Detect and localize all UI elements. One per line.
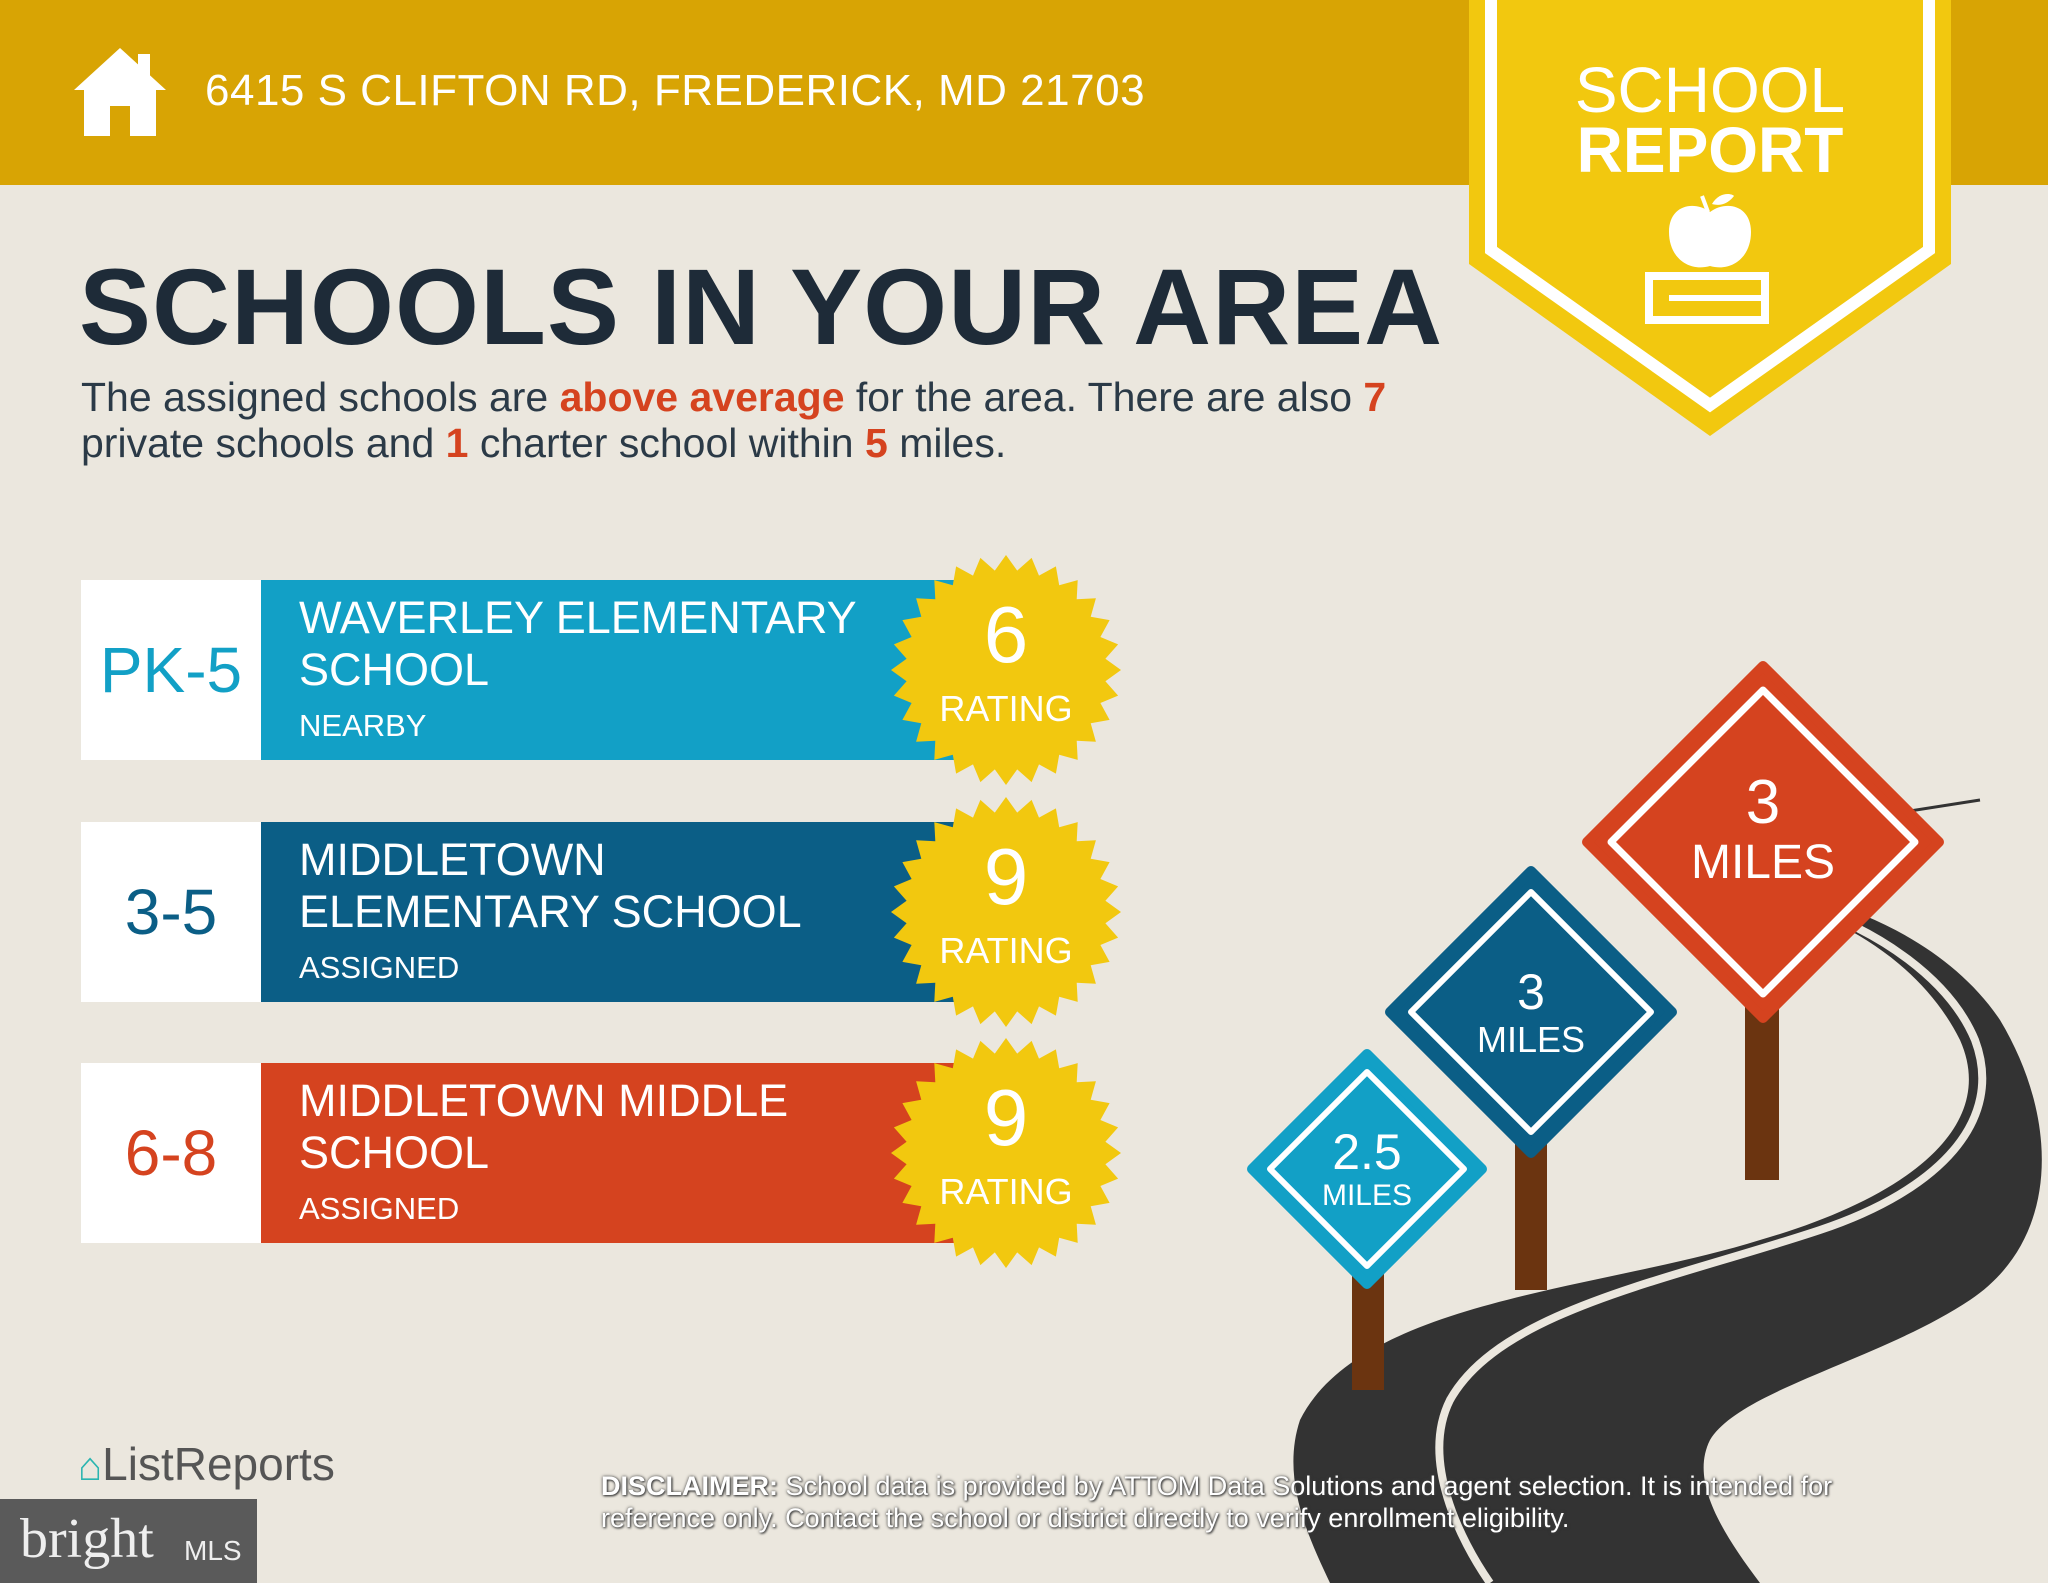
sign-value: 2.5 bbox=[1332, 1124, 1402, 1180]
summary-part: miles. bbox=[887, 420, 1007, 466]
school-row: PK-5 WAVERLEY ELEMENTARY SCHOOL NEARBY bbox=[81, 580, 961, 760]
school-name: MIDDLETOWN MIDDLE SCHOOL bbox=[299, 1075, 789, 1178]
summary-highlight: above average bbox=[559, 374, 845, 420]
school-row: 6-8 MIDDLETOWN MIDDLE SCHOOL ASSIGNED bbox=[81, 1063, 961, 1243]
school-status: ASSIGNED bbox=[299, 1191, 460, 1226]
school-bar: MIDDLETOWN ELEMENTARY SCHOOL ASSIGNED bbox=[261, 822, 961, 1002]
sign-label-red: 3 MILES bbox=[1663, 770, 1863, 890]
starburst-icon bbox=[891, 1038, 1121, 1268]
banner-line-1: SCHOOL bbox=[1574, 54, 1846, 126]
listreports-house-icon: ⌂ bbox=[78, 1445, 103, 1489]
mls-wordmark: MLS bbox=[184, 1535, 242, 1566]
listreports-wordmark: ListReports bbox=[102, 1438, 335, 1490]
road-surface bbox=[1293, 900, 2042, 1583]
listreports-logo: ⌂ListReports bbox=[78, 1438, 335, 1493]
disclaimer: DISCLAIMER: School data is provided by A… bbox=[601, 1470, 1941, 1534]
grade-range: PK-5 bbox=[81, 580, 261, 760]
rating-label: RATING bbox=[939, 1171, 1073, 1212]
bright-mls-logo: bright MLS bbox=[0, 1499, 257, 1583]
bright-wordmark: bright bbox=[20, 1508, 154, 1570]
sign-unit: MILES bbox=[1321, 1179, 1413, 1212]
school-bar: WAVERLEY ELEMENTARY SCHOOL NEARBY bbox=[261, 580, 961, 760]
rating-label: RATING bbox=[939, 688, 1073, 729]
sign-3-miles-red bbox=[1582, 661, 1944, 1180]
rating-value: 9 bbox=[983, 1073, 1029, 1162]
summary-text: The assigned schools are above average f… bbox=[81, 374, 1441, 466]
page-title: SCHOOLS IN YOUR AREA bbox=[79, 246, 1444, 367]
school-name: MIDDLETOWN ELEMENTARY SCHOOL bbox=[299, 834, 802, 937]
sign-value: 3 bbox=[1745, 768, 1781, 837]
summary-part: The assigned schools are bbox=[81, 374, 560, 420]
rating-label: RATING bbox=[939, 930, 1073, 971]
disclaimer-label: DISCLAIMER: bbox=[601, 1471, 778, 1501]
rating-value: 6 bbox=[983, 590, 1029, 679]
school-row: 3-5 MIDDLETOWN ELEMENTARY SCHOOL ASSIGNED bbox=[81, 822, 961, 1002]
summary-part: private schools and bbox=[81, 420, 446, 466]
school-status: ASSIGNED bbox=[299, 950, 460, 985]
school-name: WAVERLEY ELEMENTARY SCHOOL bbox=[299, 592, 856, 695]
house-icon bbox=[74, 48, 166, 136]
summary-part: charter school within bbox=[468, 420, 865, 466]
starburst-icon bbox=[891, 797, 1121, 1027]
sign-label-light-blue: 2.5 MILES bbox=[1267, 1125, 1467, 1213]
apple-on-book-icon bbox=[1645, 194, 1769, 324]
sign-2-5-miles-light-blue bbox=[1247, 1049, 1487, 1390]
rating-badge: 9 RATING bbox=[891, 797, 1121, 1027]
rating-badge: 6 RATING bbox=[891, 555, 1121, 785]
private-count: 7 bbox=[1363, 374, 1387, 420]
sign-label-blue: 3 MILES bbox=[1431, 965, 1631, 1061]
road-signs-illustration bbox=[1247, 661, 2042, 1583]
rating-badge: 9 RATING bbox=[891, 1038, 1121, 1268]
sign-value: 3 bbox=[1517, 964, 1545, 1020]
grade-range: 6-8 bbox=[81, 1063, 261, 1243]
charter-count: 1 bbox=[445, 420, 469, 466]
school-bar: MIDDLETOWN MIDDLE SCHOOL ASSIGNED bbox=[261, 1063, 961, 1243]
summary-part: for the area. There are also bbox=[844, 374, 1364, 420]
school-report-banner bbox=[1469, 0, 1951, 436]
disclaimer-text: School data is provided by ATTOM Data So… bbox=[601, 1471, 1833, 1533]
banner-title: SCHOOL REPORT bbox=[1469, 54, 1951, 186]
sign-unit: MILES bbox=[1476, 1019, 1586, 1060]
sign-3-miles-blue bbox=[1385, 866, 1677, 1290]
property-address: 6415 S CLIFTON RD, FREDERICK, MD 21703 bbox=[205, 66, 1146, 115]
sign-unit: MILES bbox=[1690, 836, 1836, 889]
radius-miles: 5 bbox=[864, 420, 888, 466]
starburst-icon bbox=[891, 555, 1121, 785]
grade-range: 3-5 bbox=[81, 822, 261, 1002]
road-center-line bbox=[1435, 901, 1987, 1583]
rating-value: 9 bbox=[983, 832, 1029, 921]
school-status: NEARBY bbox=[299, 708, 427, 743]
banner-line-2: REPORT bbox=[1576, 114, 1844, 186]
